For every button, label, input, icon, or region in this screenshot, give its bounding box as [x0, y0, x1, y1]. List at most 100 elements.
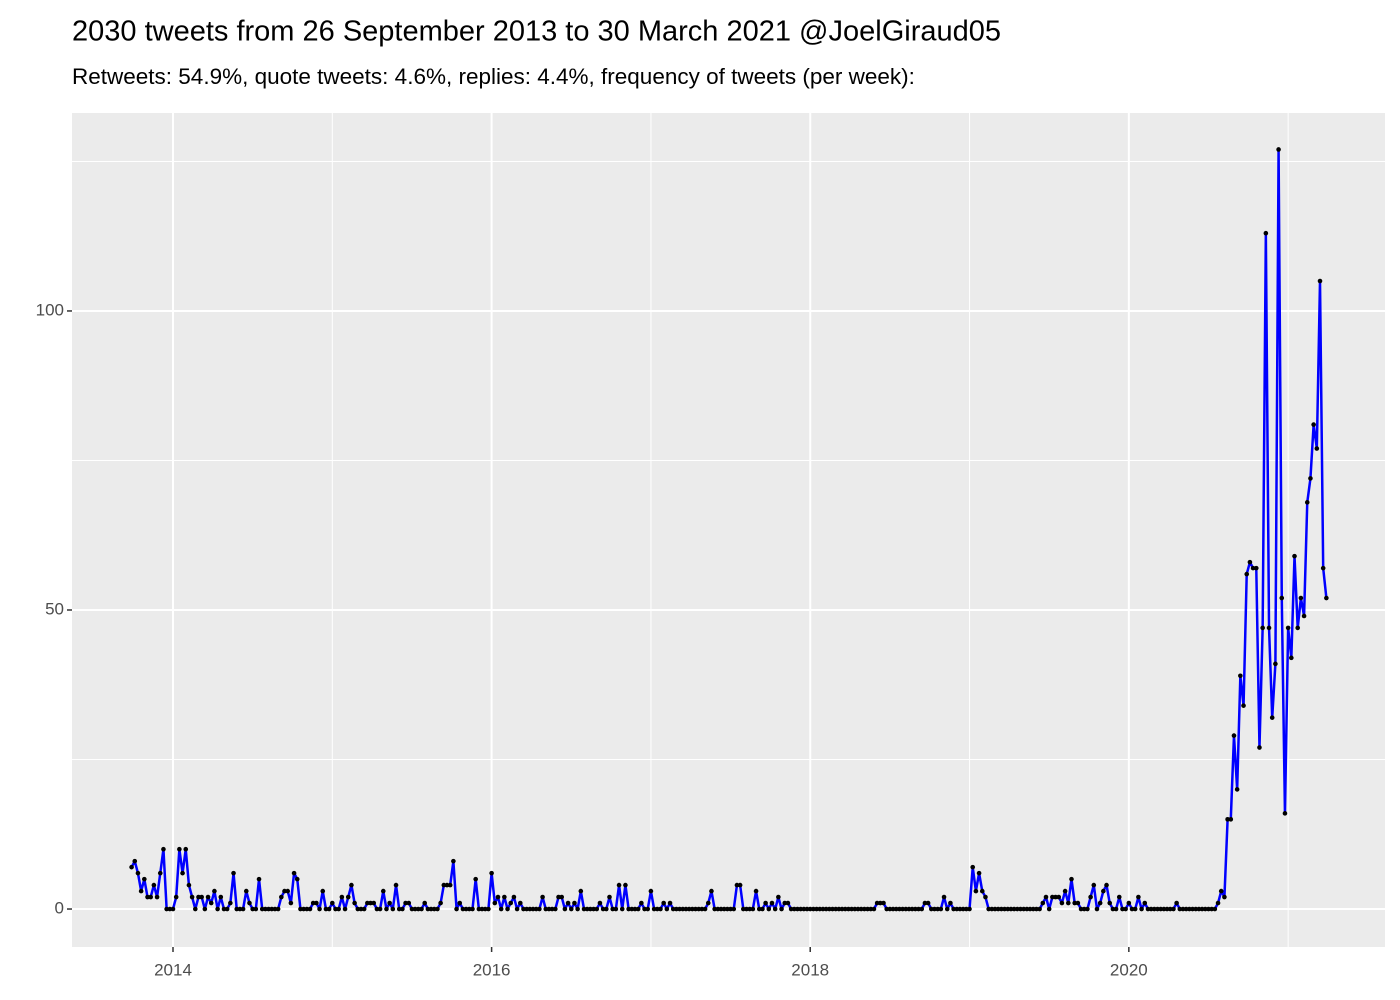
data-point: [384, 906, 389, 912]
data-point: [425, 906, 431, 912]
data-point: [307, 906, 313, 912]
data-point: [658, 906, 663, 912]
data-point: [428, 906, 434, 912]
data-point: [298, 906, 303, 912]
data-point: [648, 888, 654, 894]
data-point: [1104, 882, 1109, 888]
data-point: [721, 906, 727, 912]
data-point: [377, 906, 383, 912]
data-point: [294, 876, 300, 882]
data-point: [1324, 595, 1329, 601]
data-point: [1314, 446, 1320, 451]
data-point: [769, 900, 775, 906]
data-point: [1253, 565, 1259, 571]
data-point: [938, 906, 944, 912]
data-point: [957, 906, 963, 912]
data-point: [183, 846, 189, 852]
data-point: [1120, 906, 1125, 912]
data-point: [801, 906, 807, 912]
data-point: [173, 894, 179, 900]
data-point: [785, 900, 791, 906]
data-point: [887, 906, 893, 912]
data-point: [457, 900, 463, 906]
data-point: [842, 906, 848, 912]
data-point: [1244, 571, 1250, 577]
data-point: [1002, 906, 1007, 912]
data-point: [1034, 906, 1039, 912]
data-point: [205, 894, 211, 900]
data-point: [1257, 745, 1262, 750]
data-point: [263, 906, 268, 912]
data-point: [588, 906, 593, 912]
data-point: [371, 900, 377, 906]
data-point: [218, 894, 224, 900]
data-point: [161, 846, 166, 852]
data-point: [823, 906, 829, 912]
data-point: [871, 906, 877, 912]
data-point: [693, 906, 698, 912]
data-point: [454, 906, 459, 912]
data-point: [1285, 625, 1291, 631]
data-point: [431, 906, 437, 912]
data-point: [514, 906, 520, 912]
data-point: [900, 906, 905, 912]
data-point: [416, 906, 421, 912]
data-point: [1263, 230, 1269, 236]
data-point: [132, 858, 138, 864]
data-point: [177, 846, 182, 852]
data-point: [750, 906, 756, 912]
data-point: [330, 900, 335, 906]
data-point: [1164, 906, 1170, 912]
data-point: [138, 888, 144, 894]
data-point: [498, 906, 504, 912]
data-point: [486, 906, 491, 912]
data-point: [556, 894, 561, 900]
data-point: [973, 888, 979, 894]
data-point: [259, 906, 265, 912]
data-point: [992, 906, 998, 912]
data-point: [862, 906, 867, 912]
data-point: [1046, 906, 1052, 912]
data-point: [240, 906, 246, 912]
data-point: [964, 906, 969, 912]
data-point: [619, 906, 625, 912]
data-point: [1206, 906, 1211, 912]
data-point: [237, 906, 243, 912]
data-point: [1021, 906, 1026, 912]
data-point: [734, 882, 740, 888]
data-point: [1142, 900, 1148, 906]
data-point: [492, 900, 498, 906]
data-point: [1295, 625, 1301, 631]
data-point: [170, 906, 176, 912]
data-point: [422, 900, 428, 906]
data-point: [167, 906, 173, 912]
data-point: [546, 906, 552, 912]
data-point: [763, 900, 768, 906]
y-tick-label: 100: [36, 300, 64, 319]
data-point: [610, 906, 615, 912]
data-point: [1043, 894, 1049, 900]
data-point: [1298, 595, 1304, 601]
data-point: [272, 906, 278, 912]
data-point: [944, 906, 950, 912]
data-point: [470, 906, 475, 912]
data-point: [202, 906, 208, 912]
chart-title: 2030 tweets from 26 September 2013 to 30…: [72, 16, 1001, 48]
data-point: [922, 900, 928, 906]
data-point: [584, 906, 590, 912]
data-point: [1311, 422, 1316, 427]
data-point: [291, 870, 297, 876]
data-point: [349, 882, 354, 888]
data-point: [702, 906, 708, 912]
data-point: [1116, 894, 1122, 900]
data-point: [1091, 882, 1097, 888]
data-point: [772, 906, 778, 912]
data-point: [1005, 906, 1011, 912]
data-point: [753, 888, 759, 894]
data-point: [1174, 900, 1179, 906]
data-point: [1056, 894, 1062, 900]
data-point: [234, 906, 240, 912]
data-point: [1050, 894, 1055, 900]
data-point: [1215, 900, 1221, 906]
data-point: [231, 870, 236, 876]
